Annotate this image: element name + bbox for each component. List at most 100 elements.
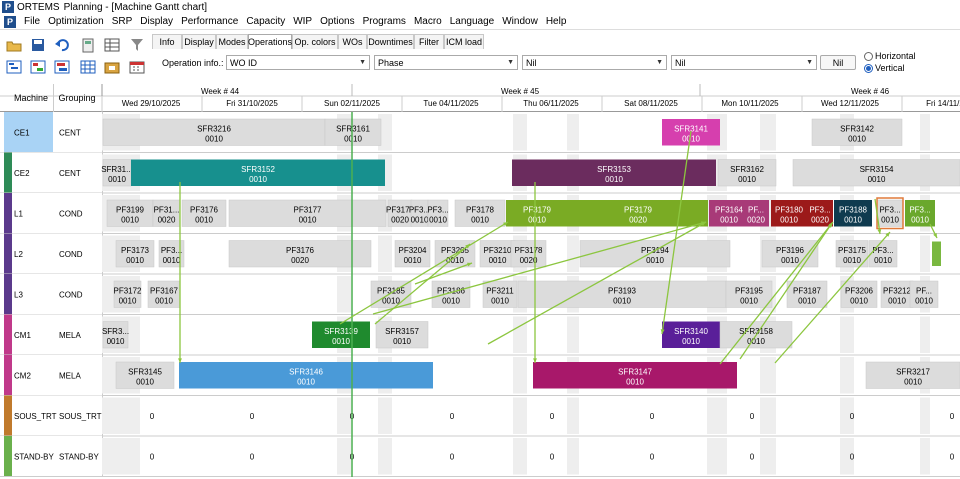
operation-bar[interactable] — [743, 200, 769, 227]
operation-bar[interactable] — [115, 240, 155, 268]
nonworking-band — [102, 397, 140, 434]
operation-bar[interactable] — [905, 200, 935, 227]
menu-wip[interactable]: WIP — [293, 16, 313, 27]
operation-bar[interactable] — [394, 240, 431, 268]
gantt-bars-icon[interactable] — [52, 58, 72, 76]
operation-bar[interactable] — [427, 199, 449, 227]
operation-bar[interactable] — [834, 200, 872, 227]
operation-bar[interactable] — [482, 280, 518, 308]
operation-info-select-2[interactable]: Phase ▼ — [374, 55, 518, 70]
operation-bar[interactable] — [533, 362, 737, 389]
operation-info-select-1[interactable]: WO ID ▼ — [226, 55, 370, 70]
operation-phase-label: 0010 — [491, 296, 509, 305]
menu-srp[interactable]: SRP — [111, 16, 133, 27]
operation-phase-label: 0010 — [205, 134, 223, 143]
operation-info-select-3[interactable]: Nil ▼ — [522, 55, 667, 70]
chart-header — [0, 84, 960, 112]
menu-help[interactable]: Help — [545, 16, 567, 27]
operation-bar[interactable] — [506, 200, 568, 227]
menu-programs[interactable]: Programs — [362, 16, 406, 27]
package-icon[interactable] — [102, 58, 122, 76]
operation-bar[interactable] — [115, 361, 175, 389]
operation-bar[interactable] — [387, 199, 413, 227]
operation-bar[interactable] — [147, 280, 181, 308]
operation-bar[interactable] — [312, 321, 370, 349]
operation-bar[interactable] — [807, 200, 833, 227]
vertical-radio[interactable]: Vertical — [864, 63, 905, 73]
operation-bar[interactable] — [431, 280, 471, 308]
operation-bar[interactable] — [131, 159, 385, 187]
operation-wo-label: PF3... — [809, 205, 830, 214]
operation-bar[interactable] — [840, 280, 878, 308]
operation-bar[interactable] — [517, 280, 727, 308]
calculator-icon[interactable] — [78, 36, 98, 54]
operation-bar[interactable] — [771, 200, 807, 227]
operation-bar[interactable] — [717, 159, 777, 187]
operation-bar[interactable] — [512, 159, 716, 187]
menu-file[interactable]: File — [24, 16, 41, 27]
operation-bar[interactable] — [454, 199, 506, 227]
table-view-icon[interactable] — [102, 36, 122, 54]
operation-bar[interactable] — [228, 240, 372, 268]
operation-bar[interactable] — [662, 321, 720, 349]
operation-bar[interactable] — [579, 240, 731, 268]
tab-display[interactable]: Display — [182, 34, 216, 49]
filter-icon[interactable] — [127, 36, 147, 54]
menu-capacity[interactable]: Capacity — [246, 16, 286, 27]
operation-bar[interactable] — [709, 200, 749, 227]
gantt-zoom-icon[interactable] — [4, 58, 24, 76]
operation-bar[interactable] — [324, 118, 382, 146]
operation-bar[interactable] — [102, 321, 129, 349]
operation-phase-label: 0010 — [605, 175, 623, 184]
operation-bar[interactable] — [792, 159, 960, 187]
menu-performance[interactable]: Performance — [181, 16, 239, 27]
operation-bar[interactable] — [375, 321, 429, 349]
menu-optimization[interactable]: Optimization — [48, 16, 104, 27]
machine-label: CE2 — [14, 169, 30, 178]
operation-bar[interactable] — [909, 280, 939, 308]
nil-button[interactable]: Nil — [820, 55, 856, 70]
day-header: Wed 29/10/2025 — [122, 99, 181, 108]
tab-op--colors[interactable]: Op. colors — [292, 34, 338, 49]
operation-bar[interactable] — [786, 280, 828, 308]
menu-macro[interactable]: Macro — [413, 16, 442, 27]
save-icon[interactable] — [28, 36, 48, 54]
menu-window[interactable]: Window — [502, 16, 538, 27]
tab-operations[interactable]: Operations — [248, 34, 292, 49]
operation-bar[interactable] — [510, 240, 547, 268]
menu-options[interactable]: Options — [320, 16, 355, 27]
operation-bar[interactable] — [568, 200, 708, 227]
horizontal-radio[interactable]: Horizontal — [864, 51, 916, 61]
menu-display[interactable]: Display — [140, 16, 174, 27]
menu-language[interactable]: Language — [449, 16, 495, 27]
operation-bar[interactable] — [865, 361, 960, 389]
tab-info[interactable]: Info — [152, 34, 182, 49]
tab-icm-load[interactable]: ICM load — [444, 34, 484, 49]
tab-downtimes[interactable]: Downtimes — [367, 34, 414, 49]
operation-bar[interactable] — [761, 240, 819, 268]
grid-view-icon[interactable] — [78, 58, 98, 76]
open-folder-icon[interactable] — [4, 36, 24, 54]
calendar-icon[interactable] — [127, 58, 147, 76]
operation-bar[interactable] — [179, 362, 433, 389]
operation-bar[interactable] — [811, 118, 903, 146]
tab-filter[interactable]: Filter — [414, 34, 444, 49]
operation-bar[interactable] — [102, 118, 326, 146]
operation-bar[interactable] — [113, 280, 142, 308]
tab-wos[interactable]: WOs — [338, 34, 367, 49]
document-icon[interactable]: P — [4, 15, 16, 28]
operation-wo-label: PF3177 — [386, 205, 415, 214]
operation-bar[interactable] — [932, 241, 941, 267]
tab-modes[interactable]: Modes — [216, 34, 248, 49]
operation-wo-label: PF3176 — [190, 205, 219, 214]
operation-info-select-4[interactable]: Nil ▼ — [671, 55, 817, 70]
machine-gantt-chart[interactable]: Machine Grouping Week # 44 Week # 45 Week # … — [0, 84, 960, 477]
operation-bar[interactable] — [106, 199, 154, 227]
operation-bar[interactable] — [152, 199, 181, 227]
operation-bar[interactable] — [228, 199, 387, 227]
undo-icon[interactable] — [52, 36, 72, 54]
operation-bar[interactable] — [725, 280, 773, 308]
operation-bar[interactable] — [868, 240, 898, 268]
gantt-color-icon[interactable] — [28, 58, 48, 76]
operation-bar[interactable] — [181, 199, 227, 227]
